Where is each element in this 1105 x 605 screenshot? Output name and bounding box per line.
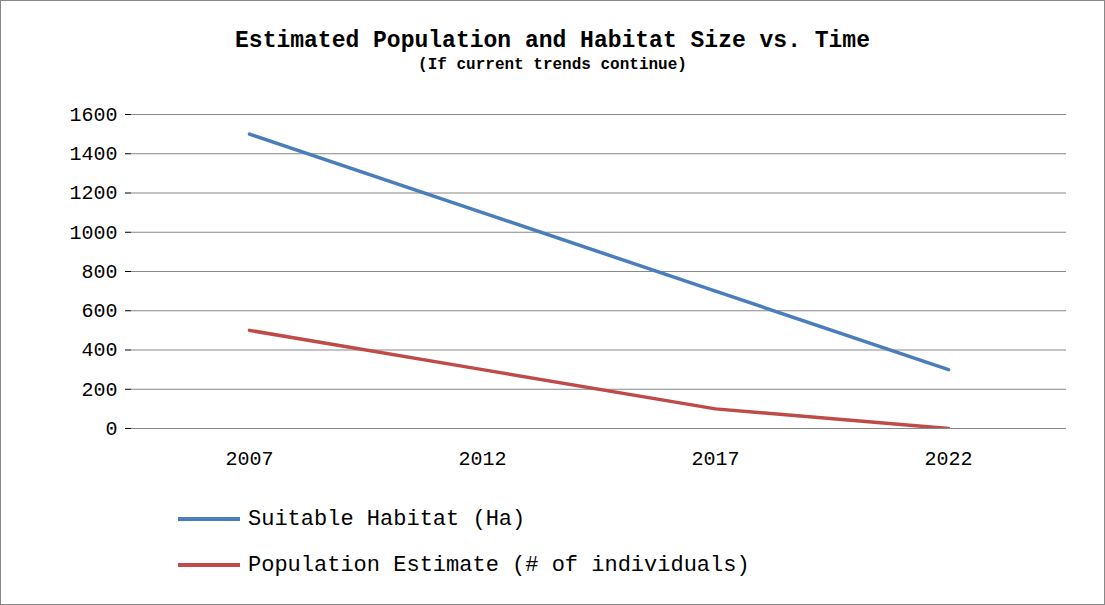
html-text:Estimated Population and Habit: Estimated Population and Habitat Size vs… xyxy=(235,28,870,54)
svg-text:1200: 1200 xyxy=(69,182,117,205)
html-text:Suitable Habitat (Ha): Suitable Habitat (Ha) xyxy=(248,506,526,532)
svg-text:600: 600 xyxy=(81,300,117,323)
svg-text:200: 200 xyxy=(81,379,117,402)
svg-text:1400: 1400 xyxy=(69,143,117,166)
svg-text:2012: 2012 xyxy=(458,448,506,471)
html-text:Population Estimate (# of indi: Population Estimate (# of individuals) xyxy=(248,552,750,578)
svg-text:2007: 2007 xyxy=(225,448,273,471)
svg-text:0: 0 xyxy=(105,418,117,441)
svg-text:1000: 1000 xyxy=(69,222,117,245)
svg-text:2017: 2017 xyxy=(691,448,739,471)
svg-text:400: 400 xyxy=(81,339,117,362)
svg-text:2022: 2022 xyxy=(924,448,972,471)
svg-text:1600: 1600 xyxy=(69,104,117,127)
html-text:(If current trends continue): (If current trends continue) xyxy=(418,56,687,74)
svg-text:800: 800 xyxy=(81,261,117,284)
